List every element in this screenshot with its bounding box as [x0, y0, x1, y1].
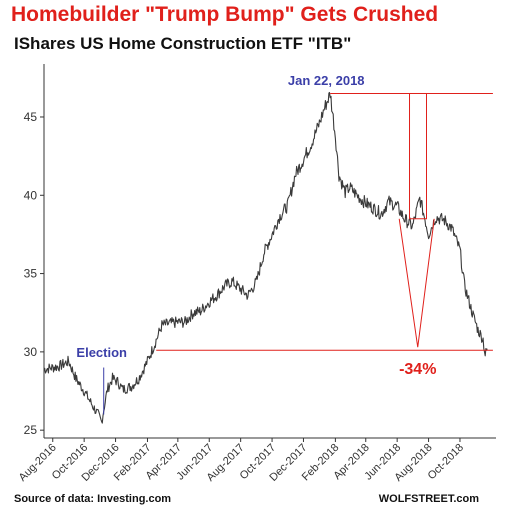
chart-title: Homebuilder "Trump Bump" Gets Crushed — [11, 3, 439, 26]
y-tick-label: 35 — [24, 267, 38, 281]
chart-subtitle: IShares US Home Construction ETF "ITB" — [14, 34, 352, 53]
y-tick-label: 30 — [24, 345, 38, 359]
source-note: Source of data: Investing.com — [14, 493, 172, 505]
y-tick-label: 45 — [24, 110, 38, 124]
drop-percent-label: -34% — [399, 361, 436, 378]
y-tick-label: 25 — [24, 423, 38, 437]
publisher-credit: WOLFSTREET.com — [378, 493, 479, 505]
y-tick-label: 40 — [24, 188, 38, 202]
peak-date-label: Jan 22, 2018 — [288, 73, 365, 88]
election-label: Election — [76, 345, 127, 360]
drop-bracket — [409, 92, 428, 220]
itb-price-line — [43, 91, 488, 424]
drop-arrow — [398, 218, 435, 348]
